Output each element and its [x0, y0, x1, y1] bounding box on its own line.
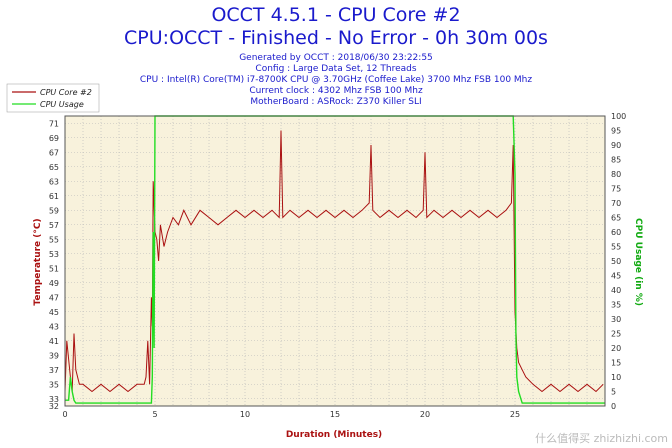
y-tick-left: 41 [49, 337, 59, 346]
series-line-usage [65, 115, 605, 404]
y-tick-right: 70 [611, 199, 621, 208]
x-tick: 20 [420, 410, 430, 419]
y-tick-right: 25 [611, 330, 621, 339]
watermark: 什么值得买 zhizhizhi.com [535, 432, 668, 445]
y-tick-left: 32 [49, 402, 59, 411]
legend: CPU Core #2 CPU Usage [6, 83, 100, 113]
y-tick-left: 49 [49, 279, 59, 288]
x-axis-ticks: 0 5 10 15 20 25 [62, 410, 520, 419]
y-tick-left: 55 [49, 235, 59, 244]
y-tick-right: 60 [611, 228, 621, 237]
legend-label-usage: CPU Usage [40, 100, 84, 109]
chart-title: OCCT 4.5.1 - CPU Core #2 [211, 4, 461, 26]
x-tick: 0 [62, 410, 67, 419]
legend-box [6, 83, 100, 113]
x-tick: 5 [152, 410, 157, 419]
x-tick: 10 [240, 410, 250, 419]
info-cpu: CPU : Intel(R) Core(TM) i7-8700K CPU @ 3… [139, 75, 533, 85]
y-tick-right: 35 [611, 301, 621, 310]
y-tick-right: 50 [611, 257, 621, 266]
y-tick-right: 90 [611, 141, 621, 150]
y-tick-left: 69 [49, 134, 59, 143]
y-tick-left: 71 [49, 119, 59, 128]
y-tick-left: 47 [49, 293, 59, 302]
y-tick-left: 67 [49, 148, 59, 157]
series-line-core [64, 130, 604, 393]
plot-border [64, 115, 606, 407]
x-tick: 15 [330, 410, 340, 419]
y-tick-right: 75 [611, 185, 621, 194]
y-tick-right: 30 [611, 315, 621, 324]
y-tick-left: 61 [49, 192, 59, 201]
y-tick-left: 63 [49, 177, 59, 186]
y-tick-right: 55 [611, 243, 621, 252]
y-tick-left: 65 [49, 163, 59, 172]
info-clock: Current clock : 4302 Mhz FSB 100 Mhz [249, 86, 423, 96]
y-tick-left: 57 [49, 221, 59, 230]
y-tick-right: 5 [611, 388, 616, 397]
y-tick-left: 37 [49, 366, 59, 375]
info-config: Config : Large Data Set, 12 Threads [255, 64, 417, 74]
y-tick-left: 39 [49, 351, 59, 360]
y-tick-left: 59 [49, 206, 59, 215]
y-tick-right: 15 [611, 359, 621, 368]
y-tick-left: 35 [49, 380, 59, 389]
y-tick-right: 95 [611, 127, 621, 136]
y-tick-right: 80 [611, 170, 621, 179]
y-tick-right: 45 [611, 272, 621, 281]
y-axis-right-label: CPU Usage (in %) [633, 218, 643, 306]
y-tick-left: 53 [49, 250, 59, 259]
info-generated: Generated by OCCT : 2018/06/30 23:22:55 [239, 53, 433, 63]
y-tick-right: 85 [611, 156, 621, 165]
y-tick-left: 43 [49, 322, 59, 331]
y-axis-right-ticks: 0 5 10 15 20 25 30 35 40 45 50 55 60 65 70 75 80 85 90 95 10… [611, 112, 626, 411]
y-tick-left: 33 [49, 395, 59, 404]
y-tick-right: 20 [611, 344, 621, 353]
y-tick-left: 45 [49, 308, 59, 317]
series-group [64, 115, 605, 404]
x-tick: 25 [510, 410, 520, 419]
y-axis-left-label: Temperature (°C) [33, 218, 43, 305]
chart-subtitle: CPU:OCCT - Finished - No Error - 0h 30m … [124, 27, 548, 49]
y-tick-right: 10 [611, 373, 621, 382]
y-tick-left: 51 [49, 264, 59, 273]
y-tick-right: 0 [611, 402, 616, 411]
y-tick-right: 100 [611, 112, 626, 121]
y-tick-right: 65 [611, 214, 621, 223]
legend-label-core: CPU Core #2 [40, 88, 92, 97]
y-tick-right: 40 [611, 286, 621, 295]
info-motherboard: MotherBoard : ASRock: Z370 Killer SLI [250, 97, 422, 107]
x-axis-label: Duration (Minutes) [286, 430, 382, 440]
